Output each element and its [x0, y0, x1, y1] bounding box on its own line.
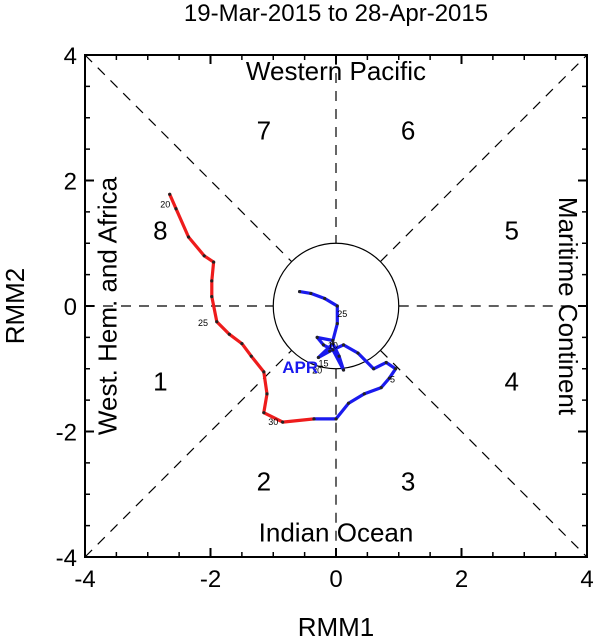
phase-divider-line: [84, 54, 293, 263]
y-tick-label: 2: [64, 169, 77, 196]
day-point: [321, 343, 326, 347]
day-point: [298, 289, 302, 294]
day-label: 20: [312, 366, 322, 376]
phase-label: 6: [401, 115, 415, 145]
day-point: [240, 342, 244, 346]
day-point: [334, 417, 338, 421]
phase-label: 7: [257, 115, 271, 145]
day-point: [312, 417, 316, 421]
day-point: [328, 349, 332, 353]
day-point: [227, 332, 231, 336]
day-point: [331, 342, 335, 346]
amplitude-circle: [272, 242, 400, 370]
day-point: [341, 343, 346, 347]
day-point: [281, 420, 285, 424]
x-tick-label: 2: [455, 566, 468, 593]
y-tick-label: 4: [64, 43, 77, 70]
day-point: [362, 392, 366, 396]
phase-label: 3: [401, 467, 415, 497]
day-point: [323, 296, 327, 301]
day-point: [265, 392, 269, 396]
day-label: 5: [390, 374, 395, 384]
phase-divider-line: [379, 349, 588, 558]
day-point: [210, 294, 214, 299]
phase-divider-line: [84, 349, 293, 558]
day-point: [212, 260, 216, 264]
day-point: [202, 254, 206, 258]
y-axis-label: RMM2: [0, 268, 30, 345]
day-point: [186, 235, 191, 239]
month-label: APR: [282, 358, 318, 377]
day-point: [394, 367, 398, 371]
phase-label: 8: [153, 216, 167, 246]
day-point: [315, 335, 319, 339]
day-label: 25: [198, 318, 208, 328]
y-tick-label: -2: [56, 420, 77, 447]
day-label: 20: [160, 199, 170, 209]
day-point: [346, 401, 351, 405]
day-point: [309, 291, 313, 296]
trajectory-mar: [168, 192, 316, 424]
x-axis-label: RMM1: [298, 612, 375, 640]
day-label: 15: [318, 359, 328, 369]
x-tick-label: -2: [200, 566, 221, 593]
day-point: [316, 355, 321, 360]
day-point: [384, 360, 388, 365]
y-tick-label: -4: [56, 545, 77, 572]
day-point: [341, 368, 346, 372]
day-point: [215, 320, 219, 324]
day-point: [331, 338, 335, 343]
day-point: [356, 351, 360, 355]
day-point: [387, 376, 391, 380]
day-point: [174, 207, 178, 211]
day-label: 10: [328, 341, 338, 351]
phase-label: 4: [504, 366, 518, 396]
x-tick-label: 4: [580, 566, 593, 593]
day-point: [337, 354, 341, 358]
day-point: [262, 370, 266, 374]
region-label-left: West. Hem. and Africa: [92, 176, 122, 435]
region-label-right: Maritime Continent: [553, 197, 583, 416]
region-label-bottom: Indian Ocean: [259, 517, 414, 547]
x-tick-label: -4: [74, 566, 95, 593]
x-tick-label: 0: [329, 566, 342, 593]
chart-title: 19-Mar-2015 to 28-Apr-2015: [184, 0, 488, 27]
phase-label: 2: [257, 467, 271, 497]
day-point: [379, 385, 383, 390]
phase-label: 5: [504, 216, 518, 246]
day-label: 30: [268, 417, 278, 427]
phase-label: 1: [153, 366, 167, 396]
day-point: [335, 321, 339, 326]
day-point: [372, 367, 376, 371]
day-point: [331, 348, 335, 352]
y-tick-label: 0: [64, 294, 77, 321]
day-point: [210, 279, 214, 283]
day-point: [249, 354, 253, 358]
trajectory-apr: [298, 290, 398, 421]
day-label: 25: [337, 309, 347, 319]
day-point: [262, 411, 266, 415]
day-point: [168, 192, 172, 196]
day-point: [335, 304, 339, 308]
phase-divider-line: [379, 54, 588, 263]
